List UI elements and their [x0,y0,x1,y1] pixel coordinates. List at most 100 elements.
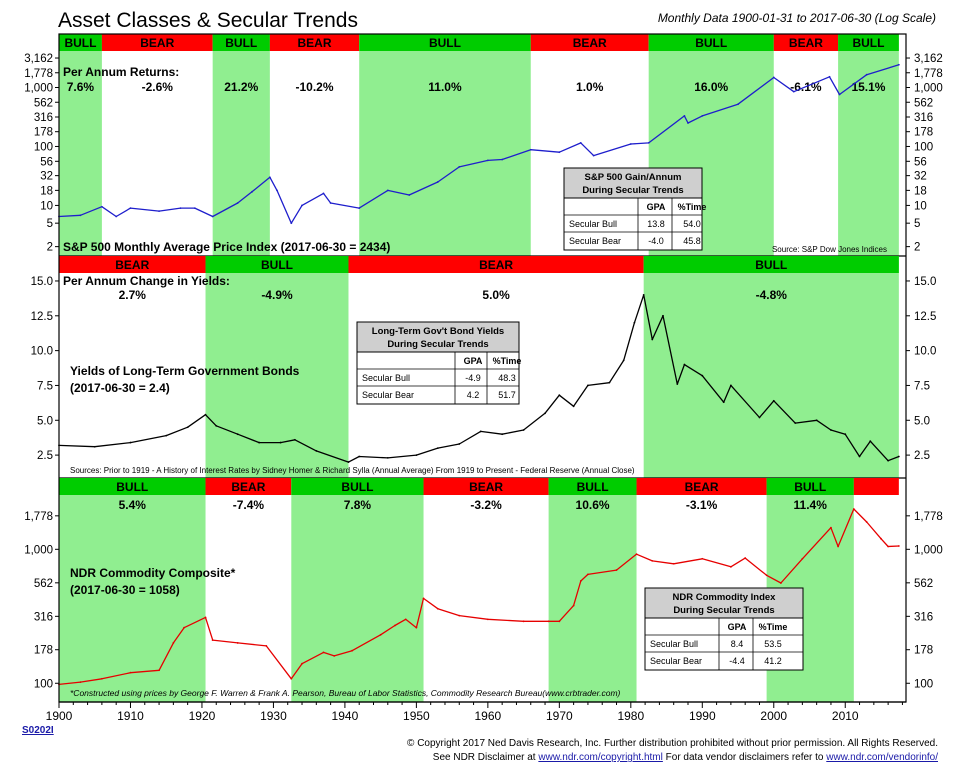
data-point [404,618,407,621]
data-point [165,434,168,437]
data-point [897,63,900,66]
data-point [830,429,832,431]
stats-table-row-label: Secular Bear [569,236,621,246]
stats-table-header: GPA [464,356,483,366]
y-tick-label-right: 32 [914,171,927,183]
series-line [58,64,900,224]
data-point [608,381,611,384]
y-tick-label-right: 10 [914,200,927,212]
data-point [772,399,775,402]
stats-table-title: NDR Commodity Index [673,592,777,603]
data-point [572,405,575,408]
data-point [572,604,575,607]
bull-band [212,34,270,51]
panel-title: NDR Commodity Composite* [70,566,236,580]
source-note: Sources: Prior to 1919 - A History of In… [70,466,635,475]
regime-label: BEAR [231,480,265,494]
y-tick-label-right: 7.5 [914,380,930,392]
y-tick-label-left: 2.5 [37,450,53,462]
regime-return: 7.6% [67,80,95,94]
bear-band [853,478,899,495]
y-tick-label-left: 100 [34,678,53,690]
y-tick-label-right: 15.0 [914,276,936,288]
y-tick-label-left: 178 [34,645,53,657]
regime-return: 10.6% [576,498,610,512]
bull-band [359,34,531,51]
vendor-url-link[interactable]: www.ndr.com/vendorinfo/ [826,752,938,763]
copyright-url-link[interactable]: www.ndr.com/copyright.html [538,752,663,763]
data-point [592,154,595,157]
bear-band [101,34,213,51]
stats-table-row-label: Secular Bear [650,656,702,666]
y-tick-label-right: 316 [914,112,933,124]
regime-label: BULL [225,36,257,50]
data-point [347,461,350,463]
data-point [729,565,732,568]
stats-table-header: %Time [493,356,522,366]
disclaimer-prefix: See NDR Disclaimer at [432,752,539,763]
bear-band [59,256,206,273]
y-tick-label-left: 10.0 [31,346,53,358]
stats-table-cell: 13.8 [647,219,665,229]
stats-table-subtitle: During Secular Trends [673,605,774,616]
regime-label: BEAR [573,36,607,50]
data-point [351,649,353,652]
y-tick-label-left: 5 [47,218,53,230]
data-point [408,194,411,196]
stats-table-cell: 8.4 [731,639,744,649]
stats-table-header: GPA [647,202,666,212]
data-point [193,207,196,210]
bull-region [643,256,899,478]
stats-table-cell: 45.8 [683,236,701,246]
vendor-prefix: For data vendor disclaimers refer to [662,752,827,763]
stats-table-title: Long-Term Gov't Bond Yields [372,326,504,337]
data-point [676,383,679,385]
data-point [830,526,832,529]
x-tick-label: 1920 [189,709,216,723]
y-tick-label-left: 32 [40,171,53,183]
y-tick-label-right: 2 [914,242,920,254]
data-point [436,447,439,450]
data-point [501,158,504,161]
data-point [544,412,546,415]
data-point [129,207,132,210]
data-point [486,159,489,162]
data-point [887,545,890,548]
data-point [687,122,689,124]
y-tick-label-right: 1,000 [914,544,943,556]
y-tick-label-right: 3,162 [914,53,943,65]
stats-table-cell: 51.7 [498,390,516,400]
data-point [458,166,461,168]
plot-frame [58,33,907,703]
chart-title: Asset Classes & Secular Trends [58,9,358,32]
commodity-panel: BULL 5.4% BEAR -7.4% BULL 7.8% BEAR -3.2% BULL 10… [24,478,943,703]
data-point [293,438,296,441]
stats-table-row-label: Secular Bear [362,390,414,400]
data-point [815,419,818,422]
panel-title: Yields of Long-Term Government Bonds [70,364,300,378]
y-tick-label-right: 100 [914,141,933,153]
data-point [258,441,261,444]
y-tick-label-left: 316 [34,611,53,623]
data-point [251,190,253,193]
x-tick-label: 1930 [260,709,287,723]
data-point [662,314,664,317]
data-point [897,455,900,458]
y-tick-label-left: 15.0 [31,276,53,288]
data-point [865,521,868,523]
data-point [211,639,214,642]
stats-table-header: %Time [678,202,707,212]
data-point [801,557,804,560]
chart-code-link[interactable]: S0202I [22,725,54,736]
data-point [722,401,725,404]
panel-title-note: (2017-06-30 = 1058) [70,583,180,597]
data-point [290,677,293,680]
sp500-panel: BULL 7.6% BEAR -2.6% BULL 21.2% BEAR -10.2% BULL… [24,34,943,257]
regime-label: BULL [116,480,148,494]
stats-table-cell: -4.4 [729,656,745,666]
data-point [394,624,396,627]
data-point [579,141,582,144]
data-point [479,430,482,433]
stats-table-cell: 41.2 [764,656,782,666]
data-point [615,569,618,571]
